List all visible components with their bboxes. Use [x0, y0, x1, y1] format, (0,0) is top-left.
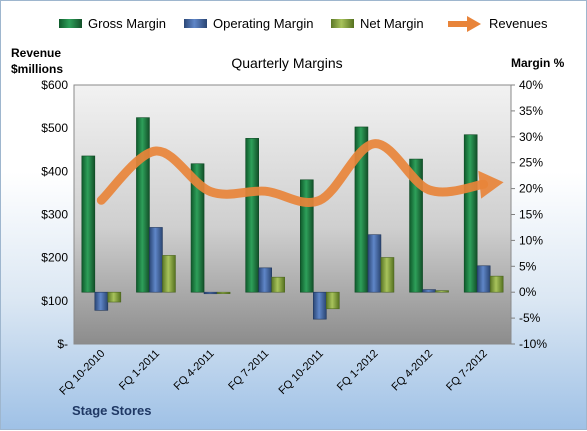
legend-swatch-net-margin — [331, 19, 354, 28]
net-margin-bar — [489, 275, 504, 293]
category-label: FQ 7-2011 — [226, 348, 271, 393]
right-tick-label: 0% — [519, 285, 537, 299]
net-margin-bar — [326, 291, 340, 310]
left-tick-label: $200 — [41, 251, 68, 265]
operating-margin-bar — [367, 234, 382, 293]
right-tick-label: -10% — [519, 337, 547, 351]
gross-margin-bar — [354, 126, 369, 293]
right-tick-label: 10% — [519, 233, 543, 247]
gross-margin-bar — [245, 138, 259, 293]
left-tick-label: $- — [57, 337, 68, 351]
right-tick-label: 5% — [519, 259, 537, 273]
operating-margin-bar — [476, 265, 491, 293]
right-tick-label: 35% — [519, 104, 543, 118]
legend: Gross Margin Operating Margin Net Margin… — [59, 16, 548, 32]
operating-margin-bar — [203, 291, 218, 295]
left-tick-label: $600 — [41, 78, 68, 92]
category-label: FQ 7-2012 — [444, 348, 490, 394]
revenues-line — [96, 139, 489, 207]
left-tick-label: $400 — [41, 164, 68, 178]
right-tick-label: 15% — [519, 208, 543, 222]
chart-title: Quarterly Margins — [231, 55, 342, 71]
right-tick-label: 20% — [519, 182, 543, 196]
legend-swatch-operating-margin — [184, 19, 207, 28]
legend-label-gross-margin: Gross Margin — [88, 16, 166, 31]
legend-swatch-gross-margin — [59, 19, 82, 28]
right-axis-label: Margin % — [511, 56, 565, 70]
operating-margin-bar — [422, 289, 436, 293]
category-label: FQ 10-2010 — [57, 348, 107, 398]
right-tick-label: 25% — [519, 156, 543, 170]
left-tick-label: $500 — [41, 121, 68, 135]
legend-label-revenues: Revenues — [489, 16, 548, 31]
net-margin-bar — [435, 290, 449, 293]
operating-margin-bar — [313, 291, 327, 320]
category-label: FQ 10-2011 — [277, 348, 326, 397]
right-tick-label: 30% — [519, 130, 543, 144]
net-margin-bar — [107, 291, 122, 303]
footer-label: Stage Stores — [72, 403, 151, 418]
category-label: FQ 4-2012 — [390, 348, 436, 394]
net-margin-bar — [162, 255, 176, 293]
legend-label-operating-margin: Operating Margin — [213, 16, 313, 31]
left-axis-label-line1: Revenue — [11, 46, 61, 60]
gross-margin-bar — [463, 134, 478, 293]
right-tick-label: 40% — [519, 78, 543, 92]
right-tick-label: -5% — [519, 311, 541, 325]
left-axis-label-line2: $millions — [11, 62, 63, 76]
left-tick-label: $300 — [41, 208, 68, 222]
operating-margin-bar — [94, 291, 109, 311]
gross-margin-bar — [136, 117, 150, 293]
gross-margin-bar — [81, 155, 96, 293]
category-label: FQ 4-2011 — [172, 348, 217, 393]
left-tick-label: $100 — [41, 294, 68, 308]
category-label: FQ 1-2011 — [117, 348, 162, 393]
net-margin-bar — [216, 291, 231, 295]
gross-margin-bar — [300, 179, 314, 293]
gross-margin-bar — [409, 158, 423, 293]
operating-margin-bar — [258, 267, 272, 293]
category-label: FQ 1-2012 — [335, 348, 381, 394]
legend-label-net-margin: Net Margin — [360, 16, 424, 31]
net-margin-bar — [380, 257, 395, 293]
net-margin-bar — [271, 276, 285, 293]
gross-margin-bar — [190, 163, 205, 293]
legend-arrowhead-revenues — [467, 16, 481, 32]
revenues-arrowhead — [478, 170, 504, 199]
operating-margin-bar — [149, 227, 163, 293]
